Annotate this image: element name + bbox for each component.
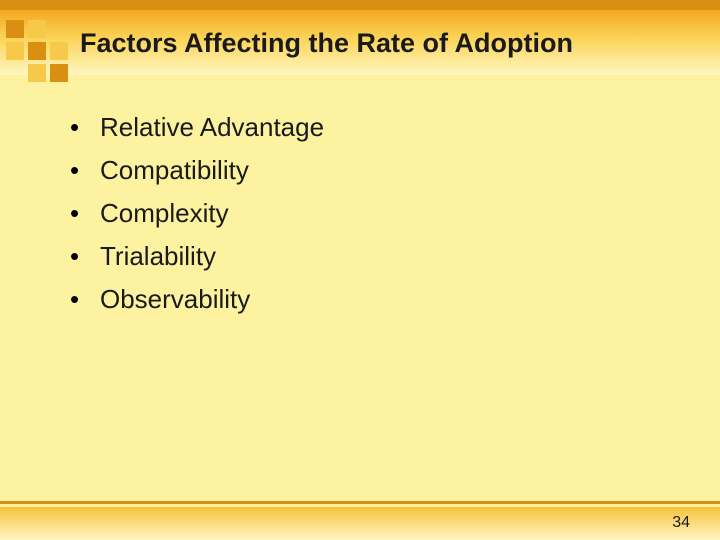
- bullet-icon: •: [70, 284, 100, 315]
- footer-gradient-bar: [0, 507, 720, 540]
- bullet-text: Complexity: [100, 196, 229, 231]
- corner-grid-decor: [6, 20, 68, 82]
- bullet-icon: •: [70, 198, 100, 229]
- list-item: • Observability: [70, 282, 680, 317]
- bullet-text: Observability: [100, 282, 250, 317]
- bullet-icon: •: [70, 241, 100, 272]
- bullet-icon: •: [70, 155, 100, 186]
- bullet-list: • Relative Advantage • Compatibility • C…: [70, 110, 680, 325]
- slide-title: Factors Affecting the Rate of Adoption: [80, 28, 700, 59]
- list-item: • Relative Advantage: [70, 110, 680, 145]
- footer-accent-line: [0, 501, 720, 504]
- bullet-icon: •: [70, 112, 100, 143]
- bullet-text: Trialability: [100, 239, 216, 274]
- list-item: • Compatibility: [70, 153, 680, 188]
- page-number: 34: [672, 514, 690, 532]
- bullet-text: Relative Advantage: [100, 110, 324, 145]
- list-item: • Trialability: [70, 239, 680, 274]
- list-item: • Complexity: [70, 196, 680, 231]
- bullet-text: Compatibility: [100, 153, 249, 188]
- top-accent-bar: [0, 0, 720, 10]
